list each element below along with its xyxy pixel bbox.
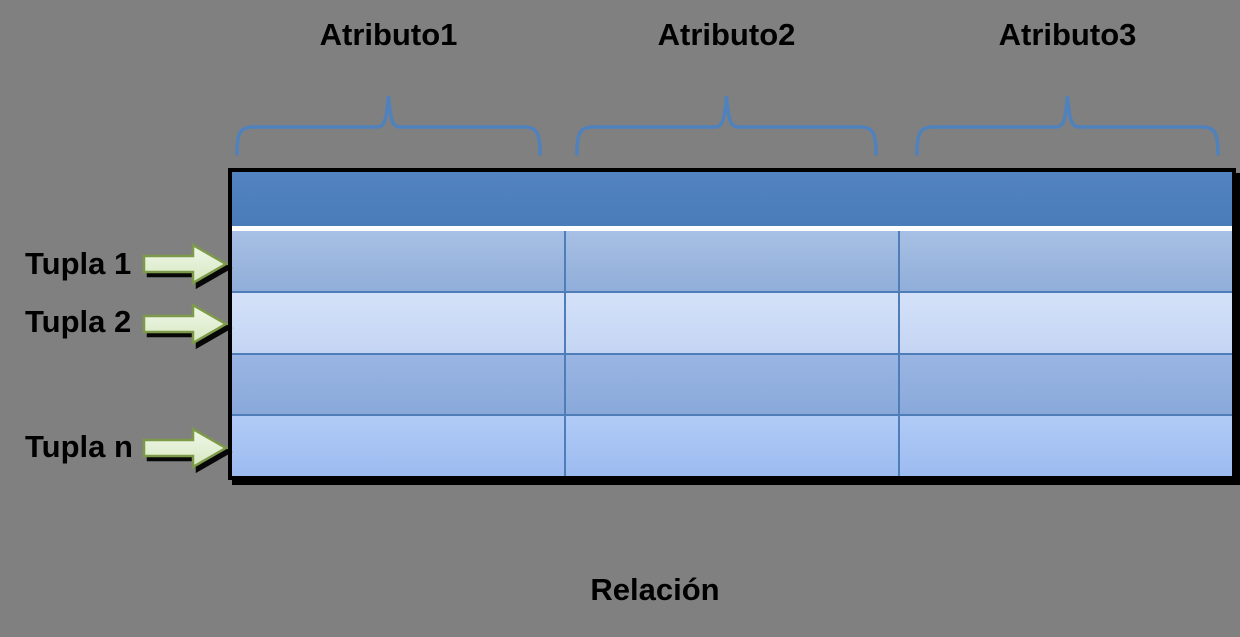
table-header-row xyxy=(232,172,1232,226)
table-cell xyxy=(232,293,564,353)
table-cell xyxy=(564,416,898,476)
block-arrow-right-icon xyxy=(142,242,229,286)
curly-brace-up-icon xyxy=(915,95,1220,156)
tuple-2-label: Tupla 2 xyxy=(25,304,132,339)
table-row xyxy=(232,290,1232,353)
relation-caption: Relación xyxy=(590,572,720,607)
header-separator xyxy=(232,226,1232,231)
table-cell xyxy=(232,355,564,415)
tuple-1-label: Tupla 1 xyxy=(25,246,132,281)
curly-brace-up-icon xyxy=(575,95,878,156)
table-row xyxy=(232,352,1232,415)
block-arrow-right-icon xyxy=(142,302,229,346)
table-cell xyxy=(564,292,898,353)
attribute-2-label: Atributo2 xyxy=(657,17,796,52)
table-row xyxy=(232,231,1232,291)
table-cell xyxy=(232,416,564,476)
relation-table xyxy=(228,168,1236,480)
attribute-3-label: Atributo3 xyxy=(998,17,1137,52)
curly-brace-up-icon xyxy=(235,95,542,156)
attribute-1-label: Atributo1 xyxy=(319,17,458,52)
table-cell xyxy=(232,231,564,291)
table-cell xyxy=(898,292,1232,353)
table-body xyxy=(232,231,1232,476)
table-cell xyxy=(898,416,1232,476)
table-cell xyxy=(564,354,898,415)
table-cell xyxy=(898,231,1232,291)
table-cell xyxy=(898,354,1232,415)
table-cell xyxy=(564,231,898,291)
block-arrow-right-icon xyxy=(142,426,229,470)
tuple-n-label: Tupla n xyxy=(25,429,133,464)
table-row xyxy=(232,414,1232,476)
